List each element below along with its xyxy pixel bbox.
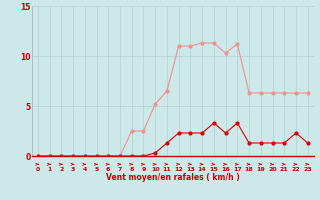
X-axis label: Vent moyen/en rafales ( km/h ): Vent moyen/en rafales ( km/h ): [106, 174, 240, 182]
